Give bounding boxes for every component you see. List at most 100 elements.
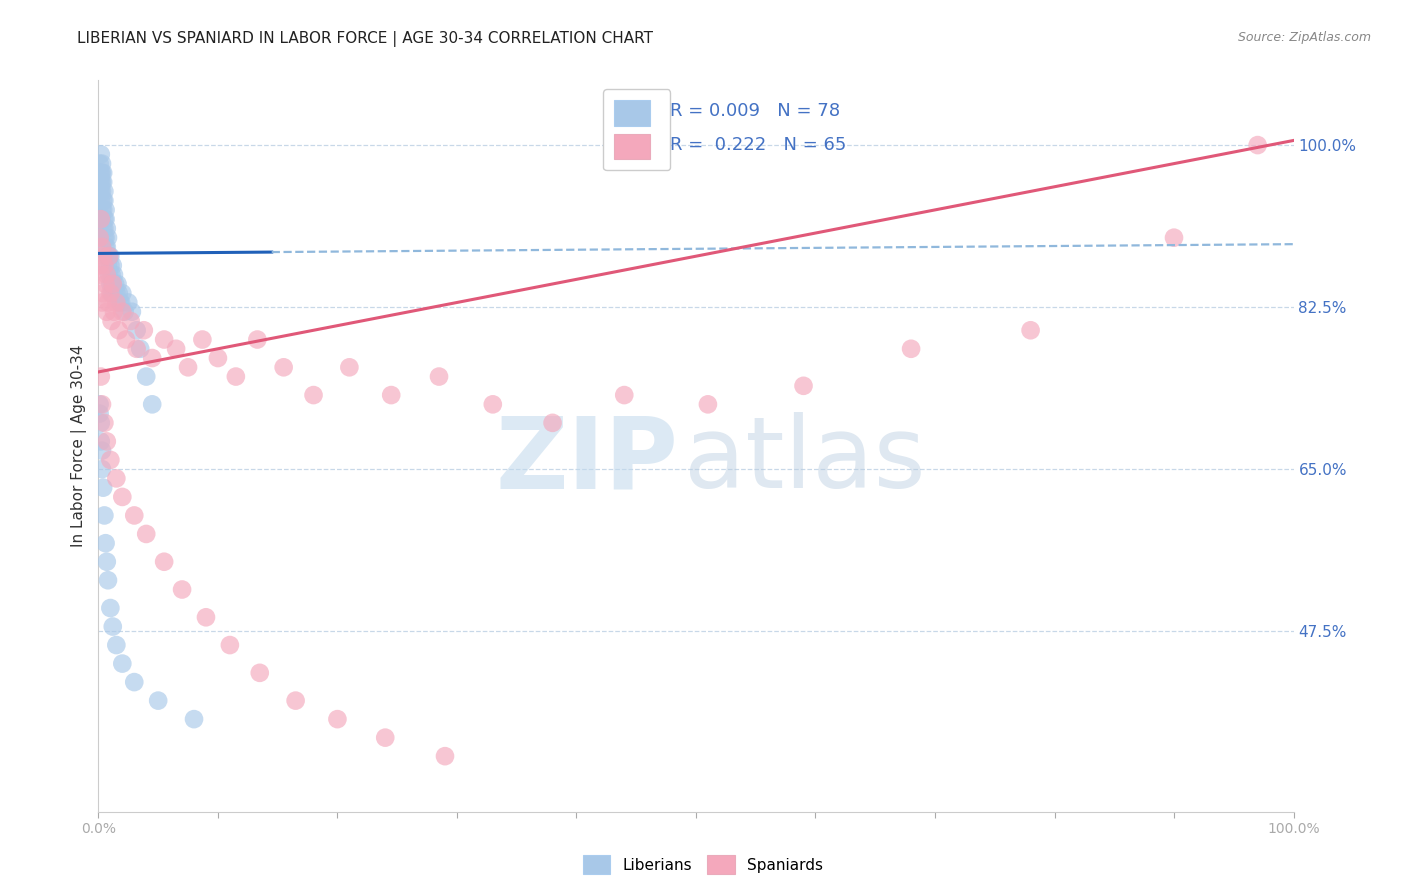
Text: ZIP: ZIP: [495, 412, 678, 509]
Point: [101, 277, 124, 291]
Point: [91, 175, 114, 189]
Point: [117, 295, 139, 310]
Point: [93, 194, 115, 208]
Point: [91, 212, 114, 227]
Point: [100, 286, 122, 301]
Point: [98, 277, 122, 291]
Point: [101, 259, 124, 273]
Point: [105, 286, 128, 301]
Point: [339, 360, 361, 375]
Point: [125, 342, 148, 356]
Point: [541, 416, 564, 430]
Point: [793, 379, 815, 393]
Point: [96, 304, 118, 318]
Point: [93, 185, 115, 199]
Point: [91, 462, 114, 476]
Point: [101, 277, 124, 291]
Point: [94, 536, 117, 550]
Point: [1247, 138, 1270, 153]
Point: [135, 369, 157, 384]
Point: [103, 286, 125, 301]
Point: [91, 156, 114, 170]
Point: [195, 610, 218, 624]
Point: [94, 202, 117, 217]
Point: [129, 342, 152, 356]
Point: [177, 360, 200, 375]
Point: [100, 268, 122, 282]
Point: [90, 268, 112, 282]
Point: [93, 230, 115, 244]
Point: [90, 166, 112, 180]
Point: [96, 434, 118, 449]
Point: [91, 202, 114, 217]
Point: [101, 619, 124, 633]
Point: [98, 249, 121, 263]
Point: [427, 369, 450, 384]
Point: [110, 295, 132, 310]
Point: [89, 166, 111, 180]
Point: [90, 369, 112, 384]
Point: [374, 731, 396, 745]
Point: [124, 508, 146, 523]
Point: [96, 221, 118, 235]
Point: [135, 527, 157, 541]
Point: [108, 295, 131, 310]
Point: [165, 342, 187, 356]
Point: [96, 240, 118, 254]
Point: [246, 333, 269, 347]
Point: [90, 434, 112, 449]
Point: [89, 230, 111, 244]
Point: [107, 323, 129, 337]
Point: [96, 268, 118, 282]
Point: [98, 268, 121, 282]
Point: [97, 574, 120, 588]
Point: [97, 230, 120, 244]
Point: [91, 481, 114, 495]
Point: [89, 175, 111, 189]
Point: [125, 323, 148, 337]
Point: [111, 657, 134, 671]
Point: [98, 286, 122, 301]
Point: [91, 221, 114, 235]
Point: [107, 277, 129, 291]
Point: [91, 249, 114, 263]
Point: [89, 185, 111, 199]
Text: R =  0.222   N = 65: R = 0.222 N = 65: [669, 136, 846, 153]
Point: [89, 397, 111, 411]
Point: [900, 342, 922, 356]
Point: [153, 555, 176, 569]
Text: R = 0.009   N = 78: R = 0.009 N = 78: [669, 102, 839, 120]
Point: [172, 582, 194, 597]
Point: [91, 185, 114, 199]
Text: LIBERIAN VS SPANIARD IN LABOR FORCE | AGE 30-34 CORRELATION CHART: LIBERIAN VS SPANIARD IN LABOR FORCE | AG…: [77, 31, 654, 47]
Point: [98, 453, 122, 467]
Point: [249, 665, 271, 680]
Point: [94, 212, 117, 227]
Point: [90, 185, 112, 199]
Y-axis label: In Labor Force | Age 30-34: In Labor Force | Age 30-34: [72, 344, 87, 548]
Point: [148, 693, 170, 707]
Point: [225, 369, 247, 384]
Point: [97, 259, 120, 273]
Point: [91, 166, 114, 180]
Point: [114, 304, 136, 318]
Point: [98, 259, 122, 273]
Point: [93, 221, 115, 235]
Point: [91, 295, 114, 310]
Point: [91, 240, 114, 254]
Point: [96, 555, 118, 569]
Point: [104, 277, 127, 291]
Point: [89, 407, 111, 421]
Point: [111, 286, 134, 301]
Point: [1163, 230, 1185, 244]
Point: [613, 388, 636, 402]
Point: [141, 397, 163, 411]
Point: [96, 249, 118, 263]
Text: Source: ZipAtlas.com: Source: ZipAtlas.com: [1237, 31, 1371, 45]
Point: [284, 693, 307, 707]
Point: [105, 638, 128, 652]
Point: [115, 333, 138, 347]
Point: [91, 397, 114, 411]
Point: [98, 601, 122, 615]
Point: [91, 194, 114, 208]
